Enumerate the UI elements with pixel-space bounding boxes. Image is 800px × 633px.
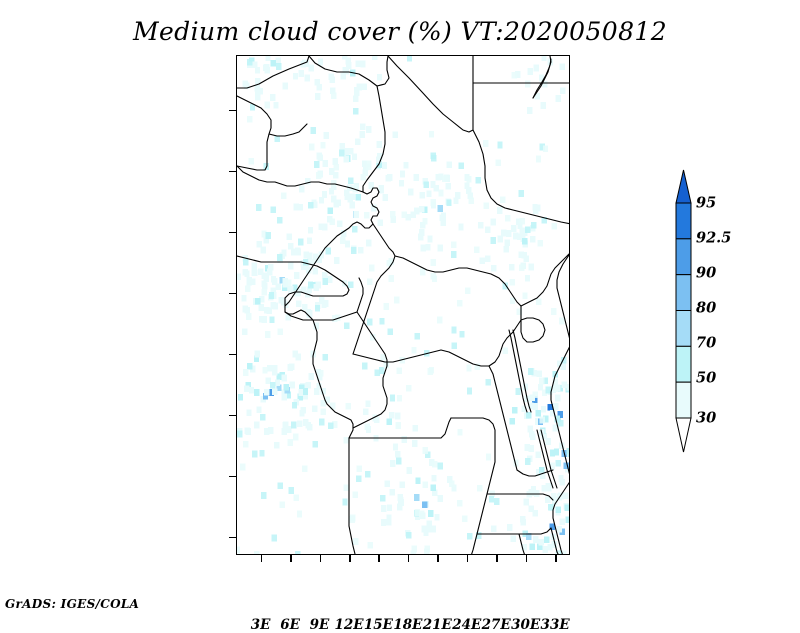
x-axis-label: 24E [452, 617, 482, 633]
colorbar-tick-label: 95 [696, 194, 717, 212]
x-axis-label: 18E [393, 617, 423, 633]
y-tick [229, 170, 236, 173]
country-borders [237, 56, 569, 554]
x-tick [378, 555, 380, 562]
y-tick [229, 475, 236, 478]
page-title: Medium cloud cover (%) VT:2020050812 [132, 17, 668, 46]
x-tick [319, 555, 322, 562]
y-tick [229, 353, 236, 356]
x-tick [407, 555, 410, 562]
colorbar-tick-label: 92.5 [696, 229, 732, 247]
colorbar-tick-label: 80 [696, 299, 717, 317]
x-axis-label: 15E [363, 617, 393, 633]
x-tick [525, 555, 528, 562]
colorbar-tick-label: 30 [696, 409, 717, 427]
x-tick [349, 555, 351, 562]
x-axis-label: 21E [422, 617, 452, 633]
coastline-and-borders [237, 56, 569, 554]
x-tick [290, 555, 292, 562]
x-tick [555, 555, 557, 562]
colorbar: 95 92.5 90 80 70 50 30 [672, 166, 732, 456]
x-tick [437, 555, 439, 562]
grads-attribution: GrADS: IGES/COLA [5, 597, 140, 611]
colorbar-tick-label: 90 [696, 264, 717, 282]
grads-figure: Medium cloud cover (%) VT:2020050812 [5, 17, 732, 633]
x-axis-label: 30E [511, 617, 541, 633]
x-axis-label: 33E [540, 617, 570, 633]
x-axis-label: 12E [334, 617, 364, 633]
y-tick [229, 414, 236, 417]
x-axis-label: 6E [280, 617, 300, 633]
map-frame [236, 55, 570, 555]
y-tick [229, 536, 236, 539]
colorbar-swatches [675, 169, 692, 453]
x-tick [466, 555, 469, 562]
x-tick [260, 555, 263, 562]
x-tick [496, 555, 498, 562]
colorbar-tick-label: 70 [696, 334, 717, 352]
colorbar-tick-label: 50 [696, 369, 717, 387]
y-tick [229, 292, 236, 295]
y-tick [229, 109, 236, 112]
y-tick [229, 231, 236, 234]
x-axis-label: 9E [309, 617, 330, 633]
map-plot-area: 20N 15N 10N 5N EQ 5S 10S 15S 3E 6E 9E 12… [229, 55, 570, 633]
x-axis-label: 27E [481, 617, 511, 633]
x-axis-label: 3E [250, 617, 271, 633]
